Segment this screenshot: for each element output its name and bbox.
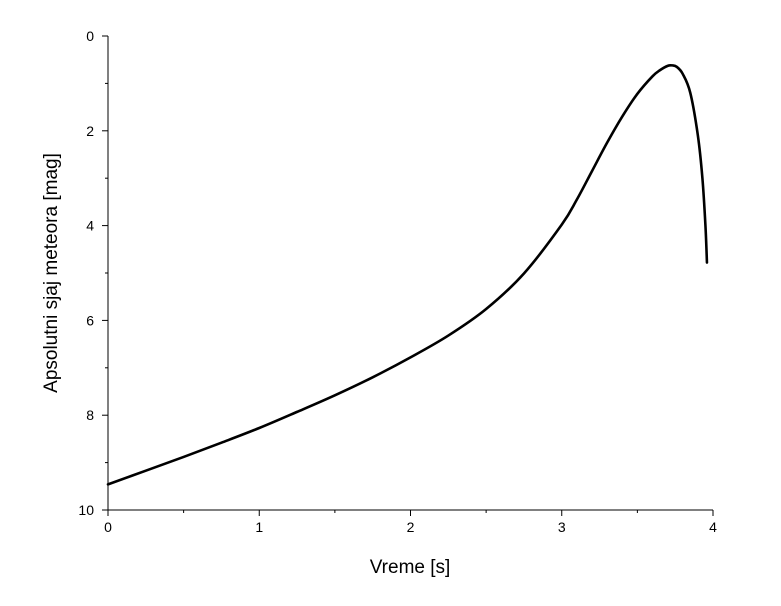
y-ticks: 0 2 4 6 8 10 [78,28,108,518]
series-layer [106,63,709,486]
x-tick-label: 2 [407,519,415,535]
x-tick-label: 3 [558,519,566,535]
x-axis-title: Vreme [s] [370,557,451,578]
y-tick-label: 8 [86,407,94,423]
x-ticks: 0 1 2 3 4 [104,510,717,535]
y-tick-label: 6 [86,312,94,328]
x-tick-label: 4 [709,519,717,535]
x-tick-label: 1 [255,519,263,535]
y-tick-label: 10 [78,502,94,518]
x-tick-label: 0 [104,519,112,535]
y-tick-label: 2 [86,123,94,139]
y-tick-label: 0 [86,28,94,44]
series-line [106,63,709,486]
y-axis-title: Apsolutni sjaj meteora [mag] [41,153,62,393]
y-tick-label: 4 [86,218,94,234]
